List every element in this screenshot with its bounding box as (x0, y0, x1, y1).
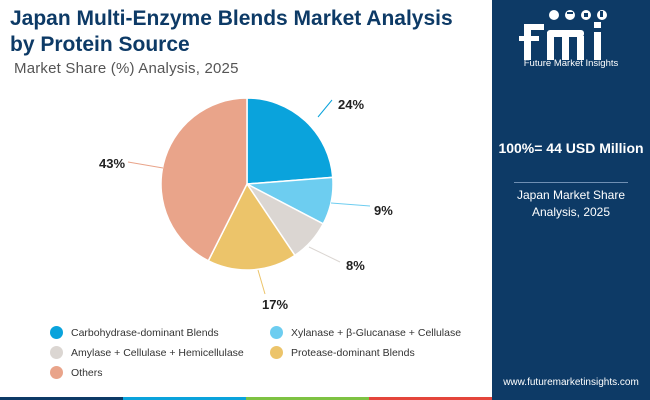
legend-item-protease: Protease-dominant Blends (270, 346, 480, 359)
side-panel: Future Market Insights 100%= 44 USD Mill… (492, 0, 650, 400)
data-label-protease: 17% (262, 297, 288, 312)
market-share-caption: Japan Market Share Analysis, 2025 (516, 188, 626, 219)
pie-slice-protease (207, 182, 296, 271)
brand-name: Future Market Insights (523, 58, 619, 69)
leader-line-protease (257, 269, 266, 295)
pie-chart: 24% 9% 8% 17% 43% (99, 97, 393, 312)
legend-swatch-protease (270, 346, 283, 359)
pie-slice-others (160, 97, 248, 262)
chart-title: Japan Multi-Enzyme Blends Market Analysi… (10, 7, 453, 56)
legend-item-others: Others (50, 366, 270, 379)
fmi-logo-icon (519, 8, 607, 60)
legend-swatch-amylase (50, 346, 63, 359)
website-link[interactable]: www.futuremarketinsights.com (503, 377, 639, 388)
legend-swatch-others (50, 366, 63, 379)
chart-subtitle: Market Share (%) Analysis, 2025 (14, 60, 239, 77)
legend-label-carbohydrase: Carbohydrase-dominant Blends (71, 326, 219, 339)
strip-segment-4 (369, 397, 492, 400)
strip-segment-1 (0, 397, 123, 400)
strip-segment-3 (246, 397, 369, 400)
leader-line-amylase (308, 246, 341, 263)
legend-item-xylanase: Xylanase + β-Glucanase + Cellulase (270, 326, 480, 339)
legend-swatch-xylanase (270, 326, 283, 339)
data-label-carbohydrase: 24% (338, 97, 364, 112)
leader-line-others (127, 161, 164, 169)
chart-legend: Carbohydrase-dominant Blends Xylanase + … (50, 326, 480, 379)
leader-line-xylanase (330, 202, 371, 207)
data-label-amylase: 8% (346, 258, 365, 273)
market-total: 100%= 44 USD Million (498, 140, 644, 156)
legend-swatch-carbohydrase (50, 326, 63, 339)
legend-label-xylanase: Xylanase + β-Glucanase + Cellulase (291, 326, 462, 339)
legend-label-protease: Protease-dominant Blends (291, 346, 415, 359)
legend-label-amylase: Amylase + Cellulase + Hemicellulase (71, 346, 244, 359)
pie-slice-carbohydrase (246, 97, 334, 185)
leader-line-carbohydrase (317, 99, 333, 118)
strip-segment-2 (123, 397, 246, 400)
bottom-color-strip (0, 397, 492, 400)
legend-label-others: Others (71, 366, 103, 379)
legend-item-carbohydrase: Carbohydrase-dominant Blends (50, 326, 270, 339)
data-label-others: 43% (99, 156, 125, 171)
legend-item-amylase: Amylase + Cellulase + Hemicellulase (50, 346, 270, 359)
data-label-xylanase: 9% (374, 203, 393, 218)
panel-divider (514, 182, 628, 183)
